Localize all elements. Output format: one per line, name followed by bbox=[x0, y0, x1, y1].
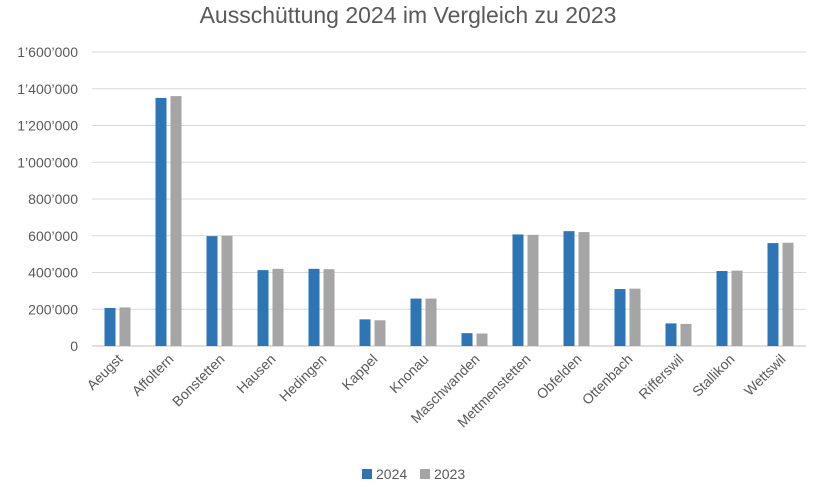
bar-2023-kappel bbox=[374, 320, 386, 346]
bar-2023-rifferswil bbox=[680, 323, 692, 346]
bar-2023-aeugst bbox=[119, 307, 131, 346]
x-tick-label: Bonstetten bbox=[169, 351, 228, 410]
x-tick-label: Hausen bbox=[233, 351, 278, 396]
x-tick-label: Affoltern bbox=[129, 351, 177, 399]
chart-title: Ausschüttung 2024 im Vergleich zu 2023 bbox=[200, 2, 617, 28]
x-tick-label: Obfelden bbox=[533, 351, 584, 402]
y-tick-label: 0 bbox=[70, 338, 78, 354]
bar-2024-obfelden bbox=[563, 231, 575, 346]
bar-2024-kappel bbox=[359, 319, 371, 346]
y-tick-label: 1’400’000 bbox=[17, 81, 78, 97]
y-tick-label: 200’000 bbox=[28, 301, 78, 317]
bar-2024-aeugst bbox=[104, 307, 116, 346]
x-tick-label: Ottenbach bbox=[579, 351, 636, 408]
bars bbox=[104, 96, 794, 346]
bar-2023-hedingen bbox=[323, 269, 335, 346]
x-tick-label: Knonau bbox=[386, 351, 431, 396]
bar-2024-rifferswil bbox=[665, 323, 677, 346]
x-tick-label: Aeugst bbox=[83, 351, 125, 393]
bar-2023-affoltern bbox=[170, 96, 182, 346]
y-tick-label: 1’200’000 bbox=[17, 118, 78, 134]
bar-2023-knonau bbox=[425, 298, 437, 346]
y-tick-label: 800’000 bbox=[28, 191, 78, 207]
y-tick-label: 400’000 bbox=[28, 265, 78, 281]
bar-2023-mettmenstetten bbox=[527, 234, 539, 346]
legend-swatch-2023 bbox=[420, 469, 430, 479]
legend: 2024 2023 bbox=[362, 466, 465, 482]
bar-2024-bonstetten bbox=[206, 236, 218, 346]
x-tick-label: Stallikon bbox=[689, 351, 738, 400]
bar-2024-affoltern bbox=[155, 97, 167, 346]
bar-2023-wettswil bbox=[782, 242, 794, 346]
y-tick-label: 1’000’000 bbox=[17, 154, 78, 170]
legend-swatch-2024 bbox=[362, 469, 372, 479]
bar-2024-ottenbach bbox=[614, 289, 626, 346]
x-tick-label: Kappel bbox=[338, 351, 380, 393]
bar-2024-maschwanden bbox=[461, 333, 473, 346]
bar-2023-stallikon bbox=[731, 270, 743, 346]
legend-label: 2023 bbox=[434, 466, 465, 482]
bar-2024-hedingen bbox=[308, 268, 320, 346]
x-tick-label: Rifferswil bbox=[635, 351, 686, 402]
bar-2023-maschwanden bbox=[476, 333, 488, 346]
bar-2023-obfelden bbox=[578, 232, 590, 346]
bar-2024-wettswil bbox=[767, 243, 779, 346]
y-axis-ticks: 0 200’000 400’000 600’000 800’000 1’000’000 1’… bbox=[17, 44, 78, 354]
x-tick-label: Hedingen bbox=[276, 351, 330, 405]
x-tick-label: Wettswil bbox=[741, 351, 789, 399]
bar-2024-mettmenstetten bbox=[512, 234, 524, 346]
y-tick-label: 600’000 bbox=[28, 228, 78, 244]
bar-2023-bonstetten bbox=[221, 235, 233, 346]
bar-2023-hausen bbox=[272, 268, 284, 346]
y-tick-label: 1’600’000 bbox=[17, 44, 78, 60]
bar-2024-hausen bbox=[257, 270, 269, 346]
bar-2024-stallikon bbox=[716, 271, 728, 346]
legend-label: 2024 bbox=[376, 466, 407, 482]
bar-2024-knonau bbox=[410, 298, 422, 346]
gridlines bbox=[92, 51, 806, 347]
bar-2023-ottenbach bbox=[629, 288, 641, 346]
